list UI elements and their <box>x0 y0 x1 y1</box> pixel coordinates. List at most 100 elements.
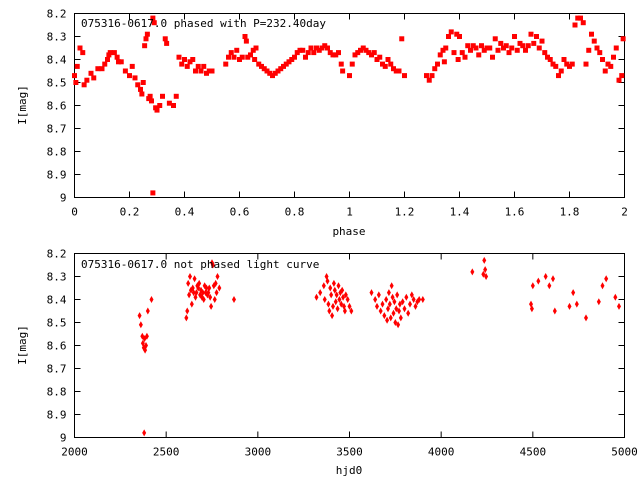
unphased-x-axis-label: hjd0 <box>336 464 363 477</box>
data-point <box>487 45 493 51</box>
data-point <box>329 291 334 299</box>
data-point <box>322 43 328 49</box>
data-point <box>558 68 564 74</box>
data-point <box>528 31 534 37</box>
data-point <box>402 305 407 313</box>
data-point <box>550 61 556 67</box>
data-point <box>446 34 451 39</box>
data-point <box>88 70 94 76</box>
data-point <box>393 319 398 326</box>
data-point <box>451 50 457 56</box>
data-point <box>150 190 156 196</box>
data-point <box>162 36 168 42</box>
data-point <box>314 45 319 51</box>
data-point <box>531 40 537 46</box>
data-point <box>160 93 165 99</box>
data-point <box>547 282 552 290</box>
data-point <box>234 47 240 53</box>
data-point <box>617 302 621 310</box>
data-point <box>116 59 121 65</box>
phased-y-tick-label: 8.9 <box>47 169 67 182</box>
data-point <box>619 73 625 79</box>
data-point <box>239 54 245 60</box>
data-point <box>342 307 347 315</box>
data-point <box>470 43 476 49</box>
data-point <box>352 52 358 58</box>
data-point <box>506 50 512 56</box>
data-point <box>325 277 330 285</box>
data-point <box>482 256 487 264</box>
phased-x-tick-label: 0.4 <box>175 206 195 219</box>
data-point <box>210 261 215 269</box>
data-point <box>369 52 374 58</box>
data-point <box>509 45 515 51</box>
data-point <box>325 45 330 51</box>
data-point <box>455 57 461 62</box>
data-point <box>604 275 609 283</box>
data-point <box>567 302 572 310</box>
data-point <box>417 296 422 303</box>
data-point <box>77 45 83 51</box>
data-point <box>81 82 87 88</box>
data-point <box>143 36 149 42</box>
data-point <box>589 31 594 37</box>
data-point <box>336 50 341 56</box>
data-point <box>468 47 473 53</box>
phased-x-axis-label: phase <box>332 225 365 238</box>
data-point <box>388 61 394 67</box>
data-point <box>397 307 401 315</box>
data-point <box>520 43 526 49</box>
data-point <box>536 277 541 285</box>
data-point <box>371 50 377 56</box>
phased-data-points <box>72 15 626 196</box>
data-point <box>264 68 270 74</box>
unphased-y-tick-label: 8.4 <box>47 294 67 307</box>
data-point <box>396 321 401 329</box>
data-point <box>377 54 383 60</box>
data-point <box>184 314 189 322</box>
data-point <box>536 45 542 51</box>
phased-y-tick-label: 8.3 <box>47 31 67 44</box>
phased-x-tick-label: 1.4 <box>450 206 470 219</box>
data-point <box>186 279 191 287</box>
data-point <box>228 50 234 56</box>
data-point <box>551 275 555 283</box>
data-point <box>387 300 392 308</box>
data-point <box>137 312 142 320</box>
data-point <box>578 15 583 21</box>
data-point <box>373 296 378 303</box>
phased-x-tick-label: 0.2 <box>120 206 140 219</box>
data-point <box>303 54 308 60</box>
data-point <box>197 279 202 287</box>
data-point <box>602 68 608 74</box>
phased-y-tick-label: 8.5 <box>47 77 67 90</box>
data-point <box>399 36 405 42</box>
data-point <box>569 61 575 67</box>
data-point <box>366 50 372 56</box>
data-point <box>252 57 258 62</box>
data-point <box>340 286 345 294</box>
data-point <box>396 68 402 74</box>
data-point <box>334 291 339 299</box>
data-point <box>231 54 237 60</box>
data-point <box>200 289 205 297</box>
data-point <box>543 273 548 280</box>
data-point <box>411 296 416 303</box>
data-point <box>173 93 179 99</box>
data-point <box>481 270 486 278</box>
data-point <box>283 61 289 67</box>
data-point <box>567 63 572 69</box>
data-point <box>404 293 409 301</box>
data-point <box>187 59 193 65</box>
data-point <box>484 45 490 51</box>
data-point <box>194 289 199 297</box>
unphased-y-tick-label: 9 <box>60 432 67 445</box>
data-point <box>326 300 331 308</box>
data-point <box>111 50 117 56</box>
data-point <box>611 54 616 60</box>
data-point <box>389 282 394 290</box>
data-point <box>479 43 484 49</box>
data-point <box>300 47 306 53</box>
data-point <box>347 73 352 79</box>
unphased-y-tick-label: 8.5 <box>47 317 67 330</box>
